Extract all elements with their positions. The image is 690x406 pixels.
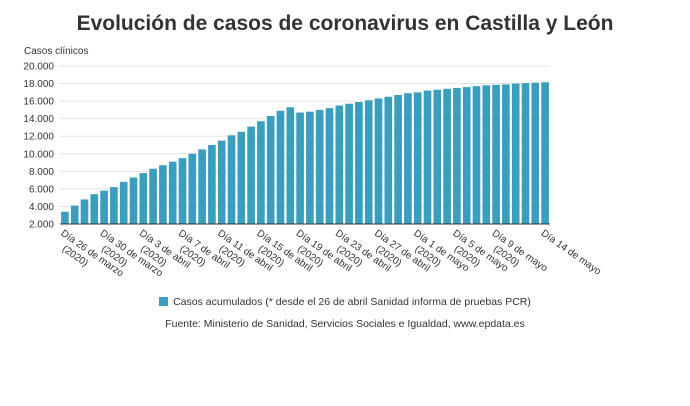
bar <box>521 83 530 225</box>
y-tick-label: 12.000 <box>23 132 54 143</box>
bar <box>394 94 402 224</box>
bar <box>531 82 540 225</box>
y-tick-label: 6.000 <box>29 184 54 195</box>
bar <box>511 83 520 224</box>
bar <box>325 108 334 224</box>
bar <box>257 121 265 224</box>
bar <box>61 211 69 224</box>
bar <box>364 100 373 224</box>
bar <box>119 181 128 224</box>
bar <box>208 145 216 224</box>
bar <box>404 93 412 225</box>
bar <box>100 190 108 224</box>
legend-swatch <box>159 297 169 306</box>
bar <box>247 126 255 224</box>
y-axis-label: Casos clínicos <box>24 46 88 57</box>
bar <box>286 107 295 224</box>
bar <box>217 140 226 224</box>
bar <box>443 88 451 224</box>
y-axis-ticks: 2.000 4.000 6.000 8.000 10.000 12.000 14.000 16… <box>23 62 54 231</box>
bar <box>492 84 500 225</box>
bar <box>188 153 197 224</box>
bar <box>110 187 118 224</box>
bar-chart: Casos clínicos 2.000 4.000 6.000 8.000 10.00… <box>23 46 604 280</box>
bar <box>296 112 304 224</box>
bar <box>139 173 148 224</box>
bar <box>345 103 353 224</box>
bar <box>129 177 138 224</box>
legend-label: Casos acumulados (* desde el 26 de abril… <box>173 296 531 308</box>
y-tick-label: 2.000 <box>29 220 54 231</box>
chart-title: Evolución de casos de coronavirus en Cas… <box>76 12 614 35</box>
bar <box>306 111 314 224</box>
y-tick-label: 4.000 <box>29 202 54 213</box>
bar <box>276 110 285 224</box>
bar <box>541 82 549 225</box>
bar <box>374 98 383 224</box>
x-tick-label: Día 14 de mayo <box>539 228 603 278</box>
bar <box>482 85 491 224</box>
x-axis-ticks: Día 26 de marzo(2020) Día 30 de marzo(202… <box>59 228 604 280</box>
bar <box>227 135 236 224</box>
bar <box>70 205 79 224</box>
bar <box>315 109 324 224</box>
bar <box>423 90 432 224</box>
legend: Casos acumulados (* desde el 26 de abril… <box>0 296 690 308</box>
bar <box>159 165 167 224</box>
bar <box>178 158 187 224</box>
y-tick-label: 8.000 <box>29 167 54 178</box>
bar <box>149 168 157 224</box>
bar <box>168 161 177 224</box>
bar <box>472 86 481 224</box>
y-tick-label: 16.000 <box>23 97 54 108</box>
bar <box>80 199 89 224</box>
bars <box>61 82 549 225</box>
bar <box>335 105 344 224</box>
y-tick-label: 18.000 <box>23 79 54 90</box>
bar <box>453 87 461 224</box>
y-tick-label: 14.000 <box>23 114 54 125</box>
bar <box>90 194 99 224</box>
bar <box>266 116 275 224</box>
bar <box>237 131 246 224</box>
bar <box>433 89 442 224</box>
bar <box>384 96 393 224</box>
bar <box>413 92 422 224</box>
bar <box>502 84 510 225</box>
bar <box>462 87 471 224</box>
source-note: Fuente: Ministerio de Sanidad, Servicios… <box>165 318 525 330</box>
y-tick-label: 10.000 <box>23 149 54 160</box>
bar <box>198 149 206 224</box>
bar <box>355 101 363 224</box>
y-tick-label: 20.000 <box>23 62 54 73</box>
